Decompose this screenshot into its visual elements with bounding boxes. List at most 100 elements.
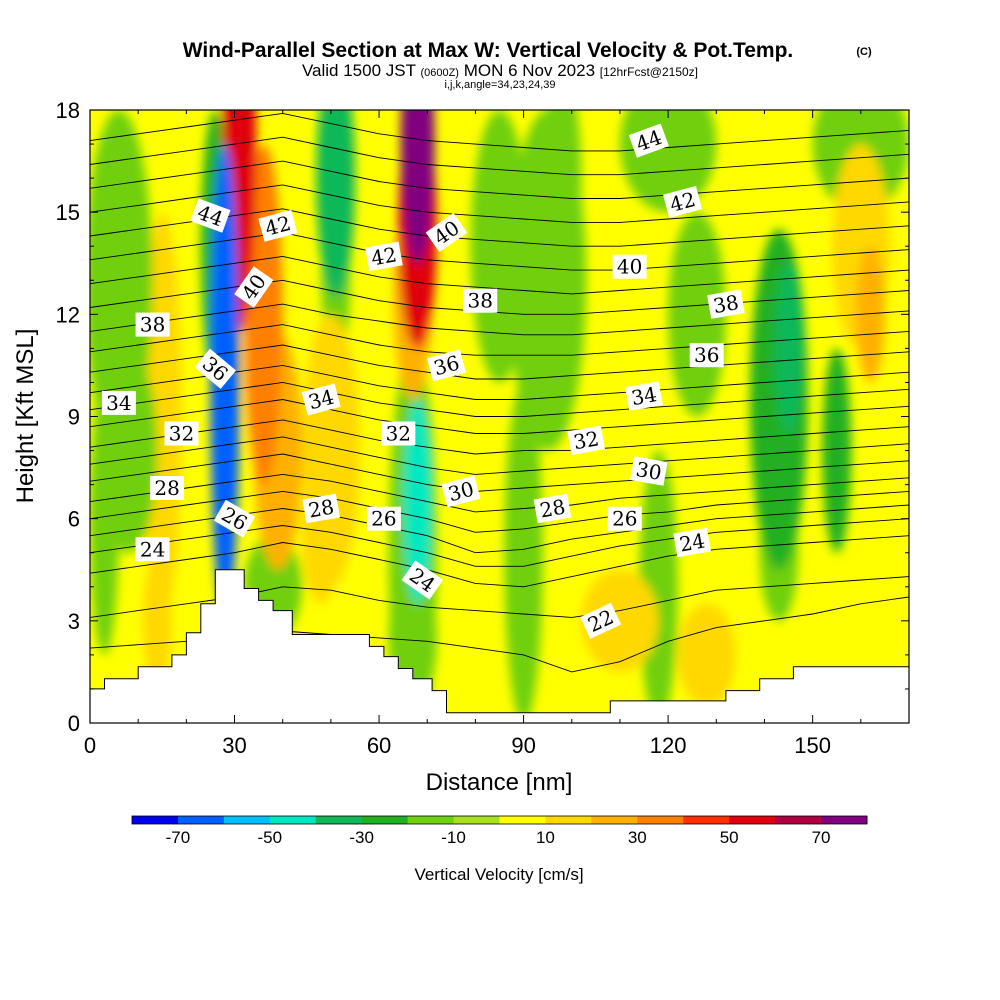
colorbar-segment <box>453 816 500 824</box>
velocity-cell <box>142 552 172 689</box>
colorbar-tick-label: 70 <box>812 828 831 847</box>
contour-label: 30 <box>629 456 668 486</box>
colorbar-tick-label: -70 <box>166 828 191 847</box>
contour-label: 24 <box>135 537 170 562</box>
isentrope-35 <box>90 344 909 380</box>
isentrope-36 <box>90 324 909 356</box>
contour-label-text: 26 <box>371 507 396 531</box>
contour-label: 28 <box>533 493 572 524</box>
contour-label-box <box>689 343 724 368</box>
colorbar-tick-label: -10 <box>441 828 466 847</box>
contour-label: 34 <box>101 390 136 415</box>
isentrope-25 <box>90 518 909 567</box>
contour-label-box <box>365 241 403 272</box>
contour-label-box <box>625 381 663 411</box>
contour-label-box <box>301 383 341 416</box>
contour-label-box <box>194 348 237 389</box>
x-tick-label: 150 <box>794 733 831 758</box>
contour-label-box <box>135 312 170 337</box>
velocity-cell <box>581 569 659 672</box>
velocity-cell <box>774 263 804 434</box>
contour-label-text: 36 <box>694 343 719 367</box>
colorbar-segment <box>591 816 638 824</box>
contour-label: 28 <box>150 476 185 500</box>
contour-label-box <box>567 425 606 456</box>
contour-label-text: 30 <box>634 457 663 485</box>
isentrope-28 <box>90 473 909 513</box>
y-axis-label: Height [Kft MSL] <box>12 329 39 504</box>
isentrope-33 <box>90 381 909 417</box>
contour-label: 32 <box>567 425 606 456</box>
velocity-cell <box>403 399 433 604</box>
contour-label: 24 <box>673 527 712 558</box>
colorbar-tick-label: 10 <box>536 828 555 847</box>
velocity-cell <box>639 450 678 723</box>
contour-label-box <box>302 493 341 524</box>
colorbar-segment <box>775 816 822 824</box>
x-tick-label: 60 <box>367 733 391 758</box>
subtitle-valid-time: Valid 1500 JST <box>302 61 416 80</box>
isentrope-42 <box>90 184 909 223</box>
x-tick-label: 90 <box>511 733 535 758</box>
isentrope-43 <box>90 160 909 199</box>
velocity-cell <box>856 246 885 383</box>
contour-label-text: 28 <box>307 494 336 522</box>
contour-label-box <box>426 349 467 382</box>
isentrope-32 <box>90 399 909 434</box>
contour-label: 34 <box>625 381 663 411</box>
colorbar-segment <box>821 816 868 824</box>
contour-label-text: 38 <box>140 313 165 337</box>
isentrope-27 <box>90 490 909 533</box>
isentrope-45 <box>90 112 909 152</box>
contour-label-box <box>401 560 444 600</box>
contour-label-text: 42 <box>369 242 398 270</box>
contour-label-box <box>190 198 231 233</box>
contour-label-box <box>607 506 642 531</box>
contour-label: 28 <box>302 493 341 524</box>
contour-label-text: 32 <box>572 426 601 454</box>
subtitle-forecast: [12hrFcst@2150z] <box>600 65 698 79</box>
contour-label: 44 <box>190 198 231 233</box>
contour-label-box <box>663 185 703 218</box>
contour-label: 38 <box>463 288 498 313</box>
contour-label: 38 <box>707 289 745 319</box>
contour-label-box <box>135 537 170 562</box>
contour-label-box <box>673 527 712 558</box>
contour-label-text: 26 <box>612 507 637 531</box>
x-tick-label: 30 <box>222 733 246 758</box>
y-tick-label: 0 <box>68 711 80 736</box>
contour-label-box <box>101 390 136 415</box>
colorbar-segment <box>545 816 592 824</box>
contour-label-text: 28 <box>538 494 567 522</box>
subtitle-date: MON 6 Nov 2023 <box>464 61 595 80</box>
y-tick-label: 15 <box>56 200 80 225</box>
colorbar-segment <box>499 816 546 824</box>
colorbar-segment <box>269 816 317 824</box>
velocity-cell <box>504 382 543 723</box>
colorbar-segment <box>637 816 684 824</box>
contour-label-box <box>580 602 622 639</box>
contour-label-box <box>150 476 185 500</box>
contour-label: 40 <box>612 254 647 279</box>
colorbar-segment <box>729 816 776 824</box>
colorbar-segment <box>361 816 409 824</box>
contour-label-text: 40 <box>617 255 642 279</box>
contour-label-text: 34 <box>106 391 131 415</box>
isentrope-31 <box>90 419 909 455</box>
isentrope-37 <box>90 303 909 336</box>
y-tick-label: 18 <box>56 98 80 123</box>
colorbar-tick-label: -50 <box>258 828 283 847</box>
contour-label-text: 28 <box>154 476 179 500</box>
isentrope-38 <box>90 279 909 315</box>
chart-title: Wind-Parallel Section at Max W: Vertical… <box>183 39 794 62</box>
contour-label: 32 <box>164 421 199 446</box>
contour-label-box <box>707 289 745 319</box>
velocity-cell <box>542 110 582 281</box>
velocity-cell <box>316 110 355 298</box>
velocity-cell <box>90 382 119 655</box>
x-tick-label: 0 <box>84 733 96 758</box>
